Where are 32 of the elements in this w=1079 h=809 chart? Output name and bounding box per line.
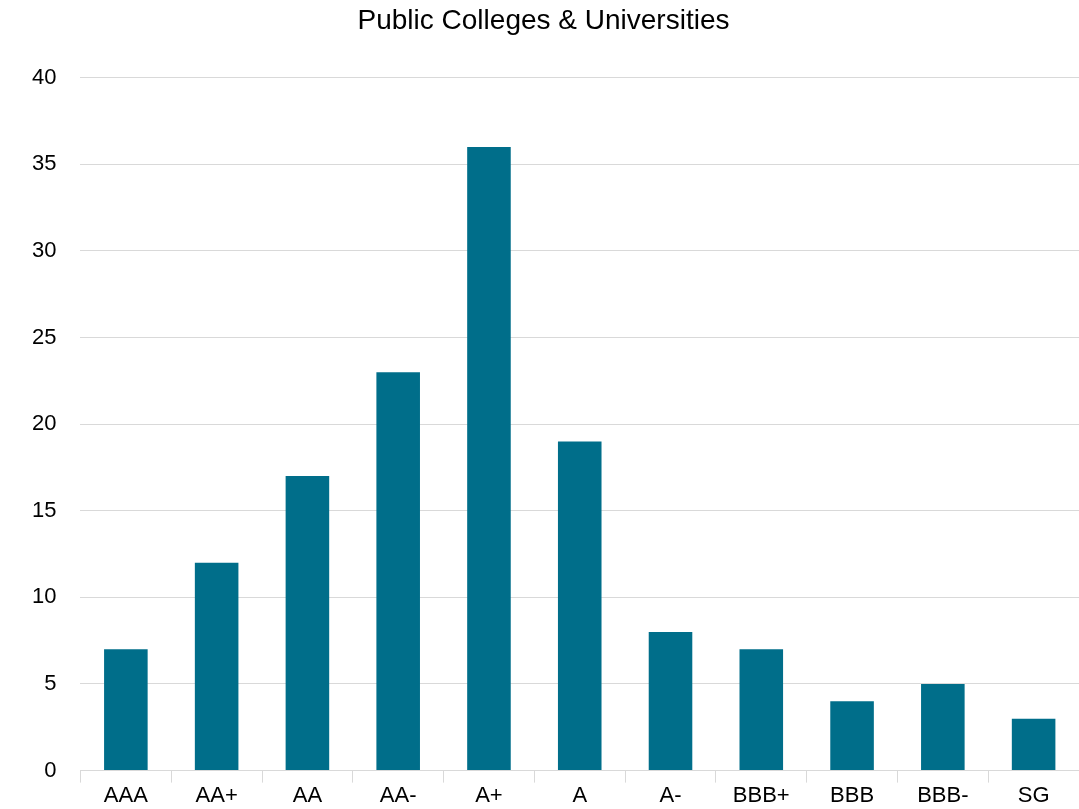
bar [467,146,511,771]
x-tick-label: AA- [379,781,417,807]
y-tick-label: 25 [31,323,57,349]
y-tick-label: 35 [31,150,57,176]
y-tick-label: 40 [31,63,57,89]
x-tick-label: BBB- [917,781,969,807]
y-tick-label: 0 [44,756,57,782]
y-tick-label: 30 [31,236,57,262]
bar [285,476,330,771]
x-tick-label: AA [292,781,323,807]
x-tick-label: A [572,781,588,807]
bar [194,562,239,771]
y-tick-label: 15 [31,496,57,522]
bar [1011,718,1056,771]
bar [921,683,965,771]
bar [557,441,602,771]
bar [376,372,420,771]
bar [104,649,148,771]
chart-title: Public Colleges & Universities [357,3,730,35]
x-tick-label: AA+ [195,781,238,807]
x-tick-label: BBB+ [732,781,790,807]
x-tick-label: A+ [475,781,503,807]
bar [830,701,874,771]
y-tick-label: 10 [31,583,57,609]
y-tick-label: 20 [31,410,57,436]
x-tick-label: BBB [830,781,875,807]
x-tick-label: SG [1017,781,1050,807]
bar [739,649,784,771]
x-tick-label: A- [659,781,682,807]
x-tick-label: AAA [103,781,149,807]
bar [648,632,693,771]
y-tick-label: 5 [44,670,57,696]
